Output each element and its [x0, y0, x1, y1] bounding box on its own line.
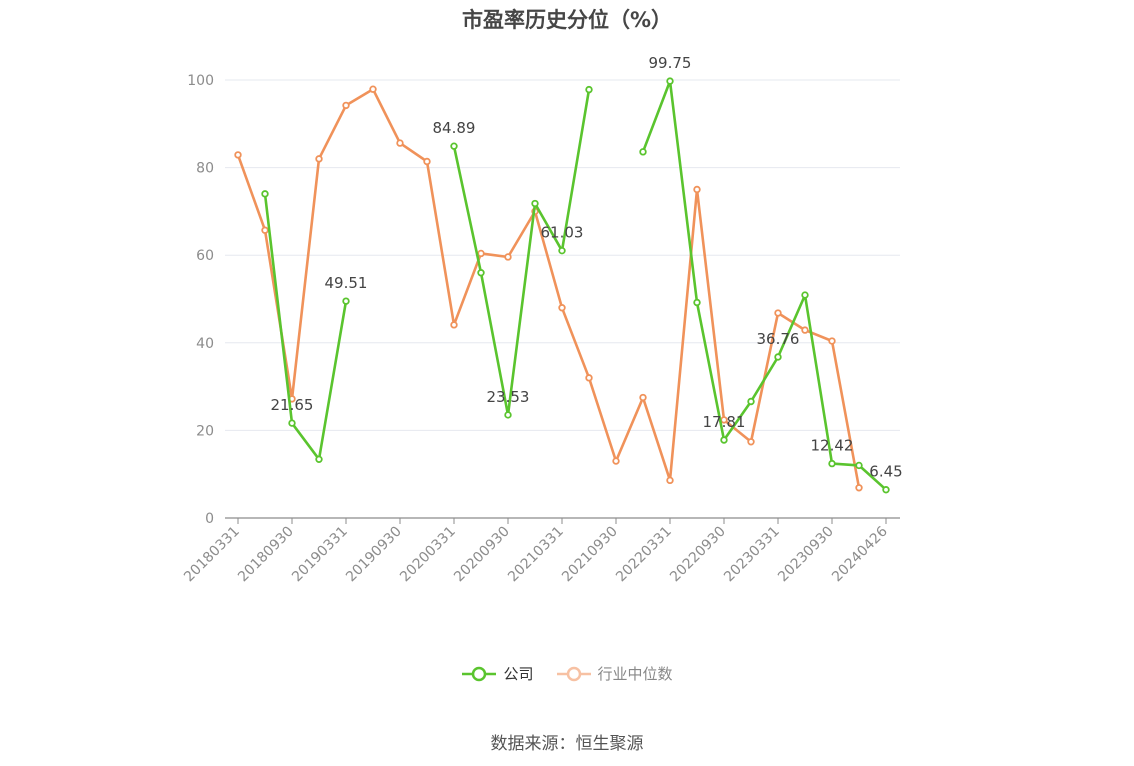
data-point-industry [504, 253, 512, 261]
legend-swatch-company [462, 666, 497, 681]
data-point-company [342, 297, 350, 305]
legend-label-company: 公司 [503, 665, 534, 683]
x-tick-label: 20240426 [829, 523, 891, 585]
data-label: 23.53 [487, 388, 530, 406]
x-tick-label: 20180930 [235, 524, 297, 586]
x-tick-label: 20220930 [667, 524, 729, 586]
y-tick-label: 60 [196, 248, 214, 264]
data-point-company [558, 246, 566, 255]
data-point-industry [747, 438, 755, 446]
x-tick-label: 20190930 [343, 524, 405, 586]
source-note: 数据来源：恒生聚源 [490, 734, 644, 754]
data-label: 99.75 [649, 54, 692, 72]
data-label: 84.89 [433, 119, 476, 137]
data-label: 6.45 [869, 463, 902, 481]
data-label: 49.51 [325, 274, 368, 292]
series-line-company [452, 89, 591, 417]
legend: 公司 行业中位数 [0, 663, 1134, 684]
data-point-industry [342, 101, 350, 110]
y-tick-label: 100 [187, 73, 214, 89]
data-point-company [882, 486, 890, 494]
data-point-industry [855, 484, 863, 492]
x-tick-label: 20180331 [181, 524, 243, 586]
x-tick-label: 20230930 [775, 524, 837, 586]
data-point-company [288, 419, 296, 427]
data-point-company [450, 142, 458, 150]
data-point-industry [585, 374, 593, 382]
data-label: 12.42 [811, 437, 854, 455]
y-tick-label: 40 [196, 336, 214, 352]
data-point-company [693, 298, 701, 307]
data-point-company [666, 77, 674, 85]
data-point-industry [666, 476, 674, 485]
data-point-company [828, 459, 836, 468]
data-point-industry [423, 157, 431, 166]
legend-label-industry: 行业中位数 [597, 665, 673, 683]
chart-title: 市盈率历史分位（%） [461, 8, 673, 32]
x-tick-label: 20210930 [559, 524, 621, 586]
data-point-company [747, 397, 755, 406]
series-line-company [263, 193, 348, 461]
data-point-industry [612, 457, 620, 465]
y-tick-label: 80 [196, 161, 214, 177]
data-point-industry [639, 393, 647, 402]
series-line-industry [236, 87, 861, 489]
legend-swatch-industry [556, 666, 591, 681]
series-line-company [641, 79, 887, 491]
data-point-industry [558, 304, 566, 312]
data-point-company [315, 455, 323, 464]
data-point-industry [396, 139, 404, 147]
data-point-industry [450, 321, 458, 329]
y-tick-label: 0 [205, 511, 214, 527]
data-point-company [585, 85, 593, 94]
data-label: 61.03 [541, 224, 584, 242]
data-point-industry [774, 309, 782, 317]
x-tick-label: 20220331 [613, 524, 675, 586]
y-tick-label: 20 [196, 423, 214, 439]
data-point-industry [801, 326, 809, 334]
data-point-company [774, 353, 782, 361]
data-point-company [801, 291, 809, 299]
x-tick-label: 20210331 [505, 524, 567, 586]
data-point-company [504, 411, 512, 419]
data-point-industry [261, 226, 269, 234]
x-tick-label: 20200331 [397, 524, 459, 586]
data-point-company [639, 148, 647, 156]
legend-item-company[interactable]: 公司 [461, 663, 534, 684]
data-point-industry [477, 249, 485, 258]
data-label: 36.76 [757, 330, 800, 348]
data-point-industry [693, 185, 701, 194]
data-point-company [531, 199, 539, 208]
data-point-industry [369, 85, 377, 93]
x-tick-label: 20230331 [721, 524, 783, 586]
data-label: 21.65 [271, 396, 314, 414]
data-point-industry [828, 337, 836, 345]
x-tick-label: 20190331 [289, 524, 351, 586]
data-point-industry [234, 151, 242, 159]
x-tick-label: 20200930 [451, 524, 513, 586]
data-point-company [477, 269, 485, 277]
data-label: 17.81 [703, 413, 746, 431]
data-point-company [855, 461, 863, 470]
legend-item-industry[interactable]: 行业中位数 [556, 663, 673, 684]
data-point-industry [315, 155, 323, 163]
data-point-company [720, 436, 728, 444]
data-point-company [261, 190, 269, 198]
